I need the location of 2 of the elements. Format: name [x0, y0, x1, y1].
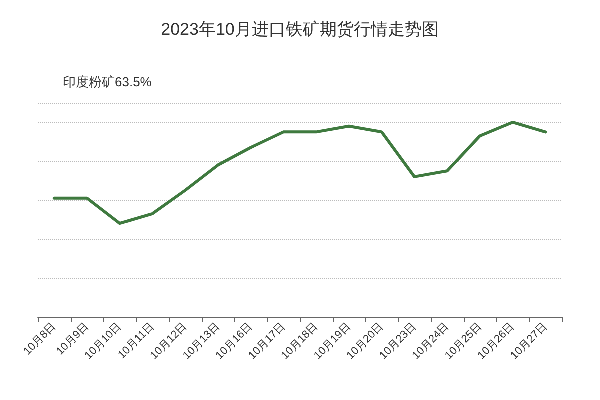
text: 印度粉矿63.5%: [63, 74, 152, 90]
chart-title: 2023年10月进口铁矿期货行情走势图: [161, 20, 439, 39]
